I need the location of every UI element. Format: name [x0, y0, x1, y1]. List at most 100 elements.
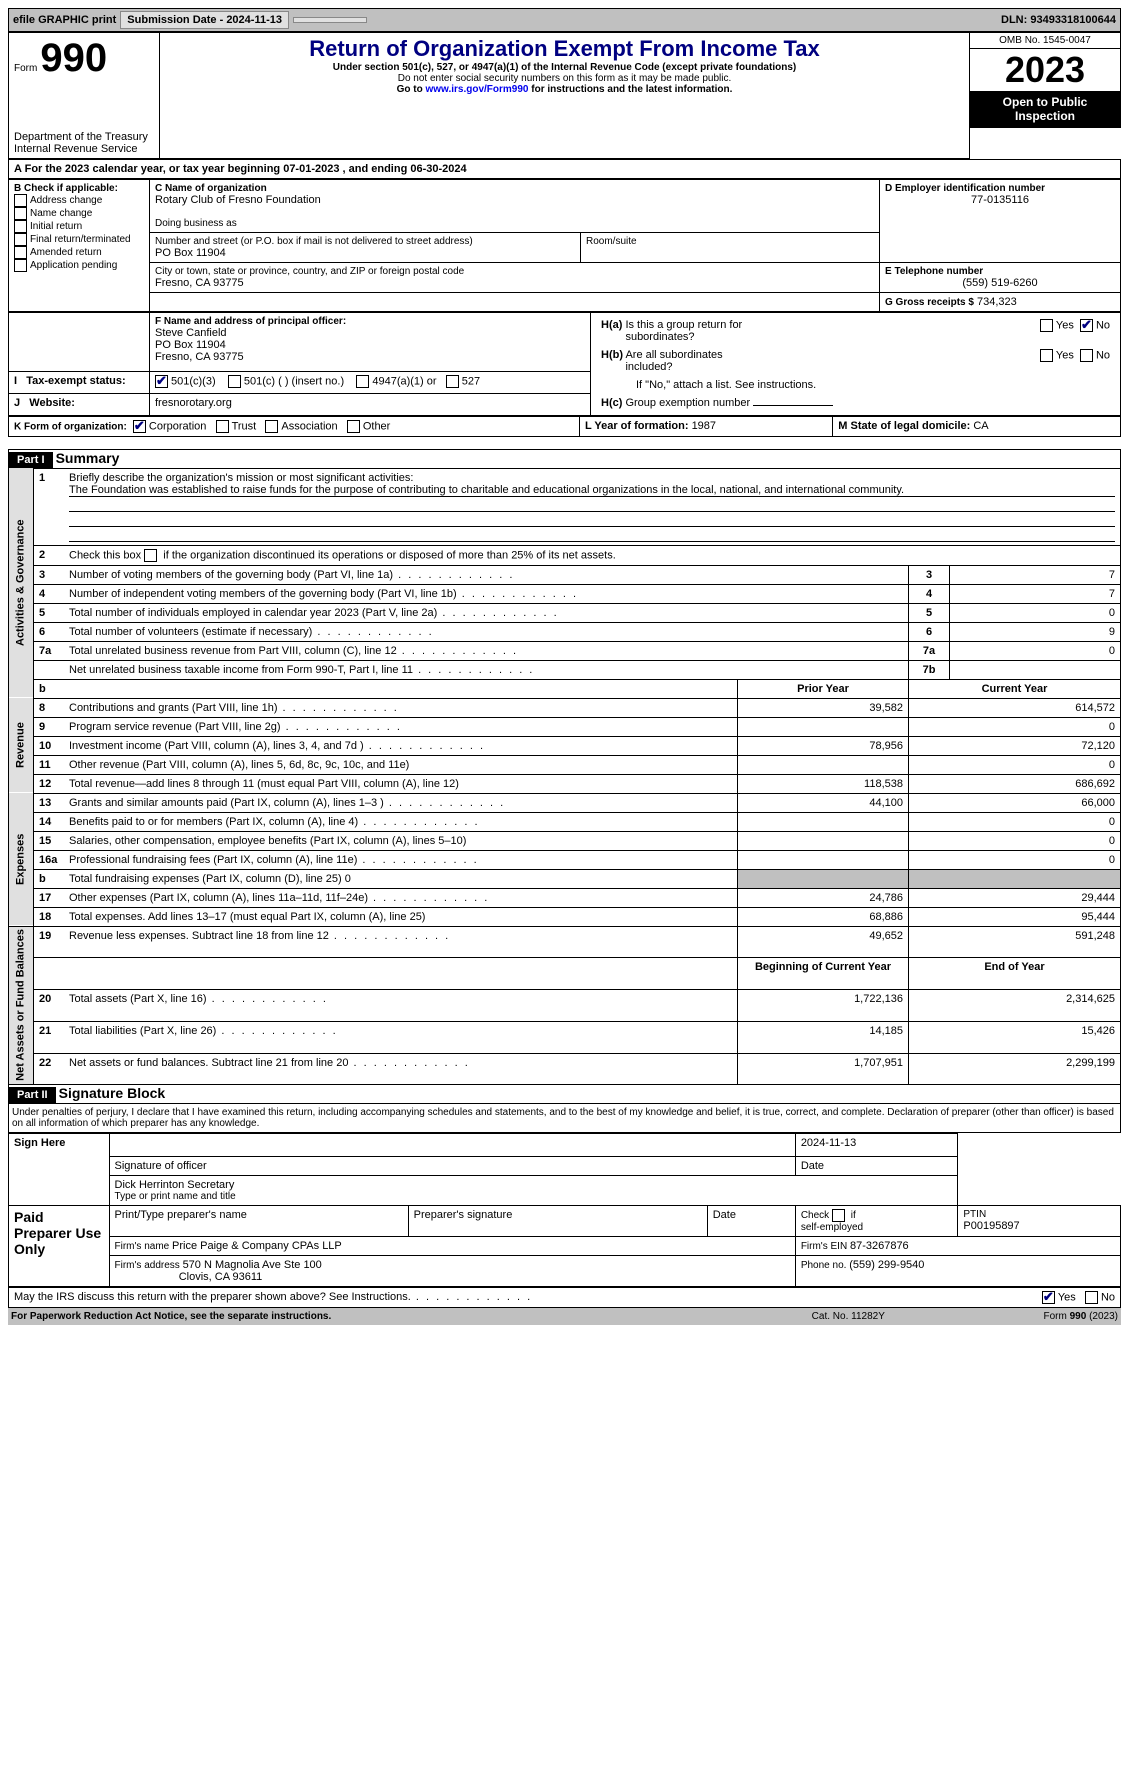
cb-trust[interactable] — [216, 420, 229, 433]
goto-line: Go to www.irs.gov/Form990 for instructio… — [165, 84, 964, 95]
website-value: fresnorotary.org — [150, 394, 591, 415]
officer-street: PO Box 11904 — [155, 339, 585, 351]
firm-ein: 87-3267876 — [850, 1240, 909, 1252]
prep-name-label: Print/Type preparer's name — [109, 1206, 408, 1237]
ein-value: 77-0135116 — [885, 194, 1115, 206]
firm-addr1: 570 N Magnolia Ave Ste 100 — [183, 1259, 322, 1271]
vlabel-ag: Activities & Governance — [9, 468, 34, 698]
line5-val: 0 — [950, 603, 1121, 622]
org-name: Rotary Club of Fresno Foundation — [155, 194, 874, 206]
top-bar: efile GRAPHIC print Submission Date - 20… — [8, 8, 1121, 32]
line6-text: Total number of volunteers (estimate if … — [69, 626, 434, 638]
line12-text: Total revenue—add lines 8 through 11 (mu… — [69, 778, 459, 790]
cb-501c3[interactable] — [155, 375, 168, 388]
self-emp: Check ifself-employed — [801, 1209, 953, 1233]
line5-text: Total number of individuals employed in … — [69, 607, 559, 619]
line7a-val: 0 — [950, 641, 1121, 660]
cb-address-change[interactable] — [14, 194, 27, 207]
vlabel-na: Net Assets or Fund Balances — [9, 926, 34, 1085]
cb-name-change[interactable] — [14, 207, 27, 220]
paid-preparer-label: Paid Preparer Use Only — [9, 1206, 110, 1287]
box-e-label: E Telephone number — [885, 266, 1115, 277]
line3-text: Number of voting members of the governin… — [69, 569, 514, 581]
cb-assoc[interactable] — [265, 420, 278, 433]
line7b-text: Net unrelated business taxable income fr… — [69, 664, 534, 676]
box-f-label: F Name and address of principal officer: — [155, 316, 585, 327]
cb-app-pending[interactable] — [14, 259, 27, 272]
box-c-name-label: C Name of organization — [155, 183, 874, 194]
prep-sig-label: Preparer's signature — [408, 1206, 707, 1237]
line11-text: Other revenue (Part VIII, column (A), li… — [69, 759, 409, 771]
discuss-row: May the IRS discuss this return with the… — [8, 1287, 1121, 1308]
cb-final-return[interactable] — [14, 233, 27, 246]
tax-year: 2023 — [970, 49, 1120, 91]
cat-no: Cat. No. 11282Y — [761, 1308, 935, 1325]
dba-label: Doing business as — [155, 218, 874, 229]
line8-prior: 39,582 — [738, 698, 909, 717]
part1-label: Part I — [9, 452, 53, 468]
footer-bar: For Paperwork Reduction Act Notice, see … — [8, 1308, 1121, 1325]
cb-527[interactable] — [446, 375, 459, 388]
sign-here-label: Sign Here — [9, 1134, 110, 1206]
form-subtitle: Under section 501(c), 527, or 4947(a)(1)… — [165, 62, 964, 73]
prep-date-label: Date — [707, 1206, 795, 1237]
cb-initial-return[interactable] — [14, 220, 27, 233]
part2-header: Part II Signature Block — [8, 1085, 1121, 1104]
line16a-text: Professional fundraising fees (Part IX, … — [69, 854, 479, 866]
form-label: Form — [14, 63, 37, 74]
cb-amended[interactable] — [14, 246, 27, 259]
cb-discuss-yes[interactable] — [1042, 1291, 1055, 1304]
sig-officer-label: Signature of officer — [109, 1157, 795, 1176]
cb-other[interactable] — [347, 420, 360, 433]
cb-501c[interactable] — [228, 375, 241, 388]
submission-date-btn[interactable]: Submission Date - 2024-11-13 — [120, 11, 289, 29]
line1-label: Briefly describe the organization's miss… — [69, 472, 413, 484]
date-label: Date — [795, 1157, 958, 1176]
dept-treasury: Department of the Treasury — [14, 131, 154, 143]
part2-label: Part II — [9, 1087, 56, 1103]
current-year-header: Current Year — [909, 679, 1121, 698]
footer-form: Form 990 (2023) — [935, 1308, 1121, 1325]
klm-table: K Form of organization: Corporation Trus… — [8, 416, 1121, 437]
efile-label: efile GRAPHIC print — [13, 14, 116, 26]
cb-self-emp[interactable] — [832, 1209, 845, 1222]
box-g-label: G Gross receipts $ — [885, 297, 974, 308]
end-year-header: End of Year — [909, 958, 1121, 990]
firm-name: Price Paige & Company CPAs LLP — [172, 1240, 342, 1252]
vlabel-rev: Revenue — [9, 698, 34, 793]
room-label: Room/suite — [586, 236, 874, 247]
open-public-badge: Open to Public Inspection — [970, 91, 1120, 127]
irs-label: Internal Revenue Service — [14, 143, 154, 155]
irs-link[interactable]: www.irs.gov/Form990 — [425, 84, 528, 95]
cb-corp[interactable] — [133, 420, 146, 433]
header-table: Form 990 Return of Organization Exempt F… — [8, 32, 1121, 159]
officer-printed: Dick Herrinton Secretary — [115, 1179, 953, 1191]
cb-ha-yes[interactable] — [1040, 319, 1053, 332]
line13-text: Grants and similar amounts paid (Part IX… — [69, 797, 505, 809]
officer-city: Fresno, CA 93775 — [155, 351, 585, 363]
form-title: Return of Organization Exempt From Incom… — [165, 36, 964, 62]
part1-header: Part I Summary — [8, 449, 1121, 468]
cb-hb-yes[interactable] — [1040, 349, 1053, 362]
cb-4947[interactable] — [356, 375, 369, 388]
form-number: 990 — [40, 36, 107, 80]
firm-phone: (559) 299-9540 — [849, 1259, 924, 1271]
paperwork-notice: For Paperwork Reduction Act Notice, see … — [8, 1308, 761, 1325]
street-value: PO Box 11904 — [155, 247, 575, 259]
cb-hb-no[interactable] — [1080, 349, 1093, 362]
cb-discuss-no[interactable] — [1085, 1291, 1098, 1304]
sig-date: 2024-11-13 — [795, 1134, 958, 1157]
gross-receipts: 734,323 — [977, 296, 1017, 308]
mission-text: The Foundation was established to raise … — [69, 484, 1115, 497]
street-label: Number and street (or P.O. box if mail i… — [155, 236, 575, 247]
cb-discontinued[interactable] — [144, 549, 157, 562]
line8-text: Contributions and grants (Part VIII, lin… — [69, 702, 399, 714]
line21-text: Total liabilities (Part X, line 26) — [69, 1025, 338, 1037]
line7a-text: Total unrelated business revenue from Pa… — [69, 645, 518, 657]
line7b-val — [950, 660, 1121, 679]
begin-year-header: Beginning of Current Year — [738, 958, 909, 990]
line6-val: 9 — [950, 622, 1121, 641]
line9-text: Program service revenue (Part VIII, line… — [69, 721, 402, 733]
cb-ha-no[interactable] — [1080, 319, 1093, 332]
hb-label: H(b) Are all subordinates included? — [596, 346, 935, 376]
